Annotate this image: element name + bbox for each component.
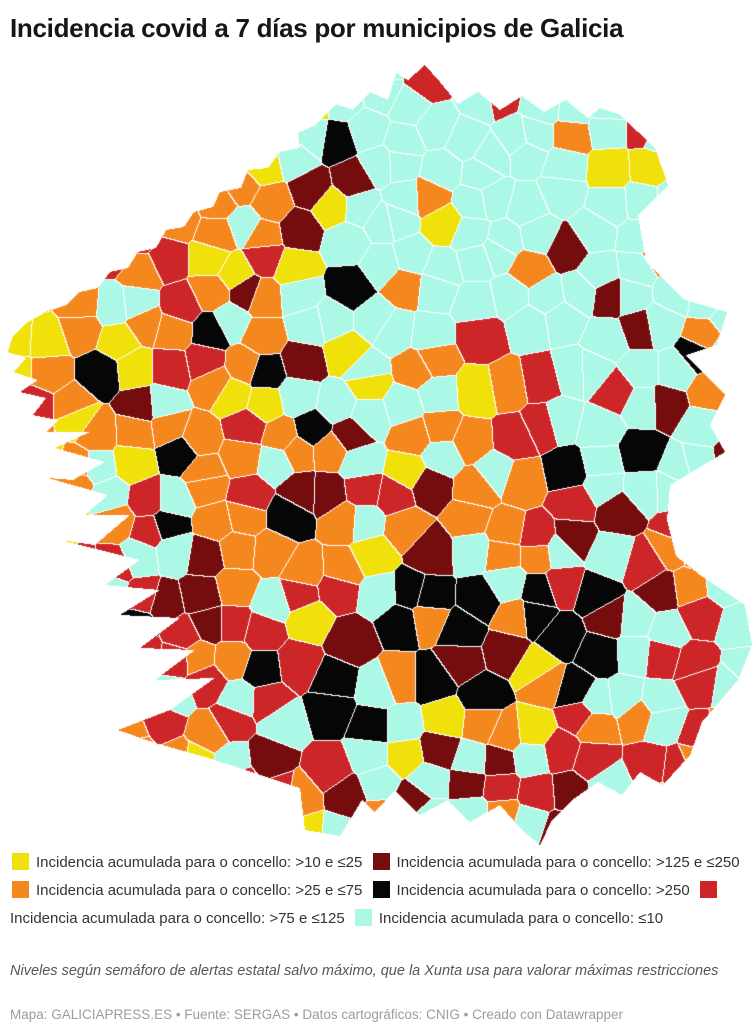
legend-label: Incidencia acumulada para o concello: ≤1… [378,910,664,927]
legend-label: Incidencia acumulada para o concello: >1… [36,854,363,871]
byline-link[interactable]: Datawrapper [545,1007,623,1022]
legend-swatch-icon [12,853,29,870]
legend-item: Incidencia acumulada para o concello: >7… [10,881,724,927]
legend-item: Incidencia acumulada para o concello: ≤1… [353,909,664,927]
byline-link[interactable]: CNIG [426,1007,460,1022]
legend-item: Incidencia acumulada para o concello: >2… [371,881,690,899]
byline-link[interactable]: SERGAS [233,1007,291,1022]
byline-text: • Creado con [459,1007,546,1022]
byline-text: • Datos cartográficos: [290,1007,427,1022]
legend-swatch-icon [372,881,390,898]
byline-text: • Fuente: [172,1007,234,1022]
byline: Mapa: GALICIAPRESS.ES • Fuente: SERGAS •… [10,1006,746,1023]
legend-swatch-icon [12,881,29,898]
byline-link[interactable]: GALICIAPRESS.ES [51,1007,173,1022]
legend-item: Incidencia acumulada para o concello: >2… [10,881,363,899]
legend-label: Incidencia acumulada para o concello: >1… [396,854,740,871]
legend: Incidencia acumulada para o concello: >1… [10,849,748,933]
footnote: Niveles según semáforo de alertas estata… [10,963,719,979]
legend-swatch-icon [699,881,717,898]
legend-swatch-icon [354,909,372,926]
legend-label: Incidencia acumulada para o concello: >7… [10,910,345,927]
byline-text: Mapa: [10,1007,52,1022]
legend-swatch-icon [372,853,390,870]
legend-item: Incidencia acumulada para o concello: >1… [10,853,363,871]
legend-label: Incidencia acumulada para o concello: >2… [396,882,690,899]
legend-item: Incidencia acumulada para o concello: >1… [371,853,740,871]
legend-label: Incidencia acumulada para o concello: >2… [36,882,363,899]
